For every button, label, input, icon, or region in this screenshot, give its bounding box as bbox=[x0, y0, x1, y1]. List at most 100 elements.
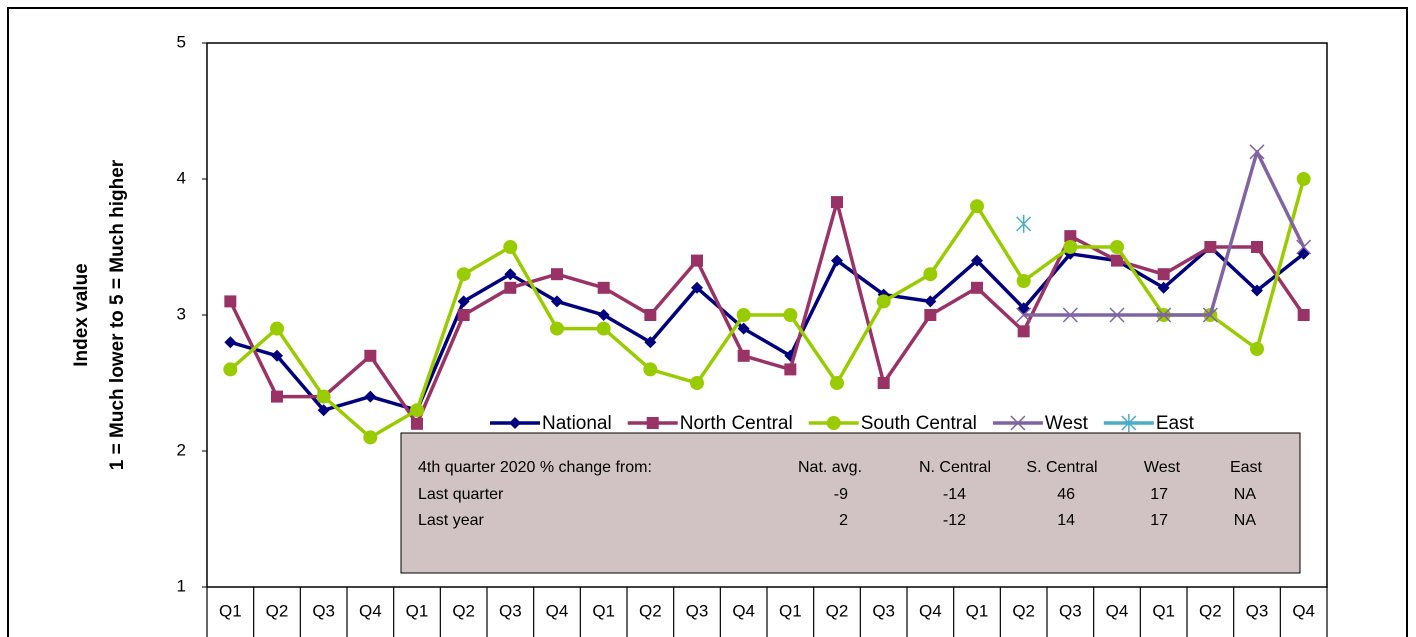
x-tick-label: Q2 bbox=[1199, 601, 1222, 620]
marker bbox=[1251, 241, 1263, 253]
marker bbox=[316, 389, 331, 404]
table-cell: -9 bbox=[834, 486, 848, 503]
x-tick-label: Q1 bbox=[966, 601, 989, 620]
marker bbox=[271, 390, 283, 403]
marker bbox=[1062, 307, 1078, 323]
marker bbox=[1121, 414, 1137, 432]
marker bbox=[1156, 307, 1172, 323]
table-cell: 2 bbox=[839, 512, 848, 529]
marker bbox=[317, 404, 330, 417]
marker bbox=[1204, 241, 1217, 253]
table-cell: 17 bbox=[1150, 512, 1168, 529]
marker bbox=[1016, 274, 1031, 288]
marker bbox=[597, 309, 610, 321]
marker bbox=[1111, 254, 1123, 267]
marker bbox=[877, 377, 890, 389]
x-tick-label: Q4 bbox=[732, 601, 755, 620]
marker bbox=[1296, 239, 1312, 255]
marker bbox=[644, 336, 657, 349]
table-cell: 46 bbox=[1057, 486, 1075, 503]
series-line bbox=[228, 200, 1306, 426]
marker bbox=[736, 308, 751, 322]
marker bbox=[550, 321, 564, 336]
y-tick-label: 4 bbox=[177, 168, 186, 187]
marker bbox=[830, 376, 844, 390]
marker bbox=[737, 349, 750, 362]
marker bbox=[596, 321, 611, 336]
marker bbox=[1016, 214, 1032, 233]
marker bbox=[1296, 172, 1311, 186]
marker bbox=[1297, 309, 1310, 321]
marker bbox=[971, 254, 983, 267]
legend-label: North Central bbox=[680, 413, 793, 434]
marker bbox=[644, 309, 657, 321]
y-tick-label: 5 bbox=[177, 32, 186, 51]
x-tick-label: Q4 bbox=[1292, 601, 1315, 620]
x-tick-label: Q4 bbox=[546, 601, 569, 620]
marker bbox=[690, 376, 704, 390]
marker bbox=[456, 267, 471, 282]
x-tick-label: Q1 bbox=[1152, 601, 1175, 620]
table-cell: 14 bbox=[1057, 512, 1075, 529]
table-header: 4th quarter 2020 % change from: bbox=[418, 459, 652, 476]
table-cell: Last quarter bbox=[418, 486, 504, 503]
legend-label: South Central bbox=[861, 413, 977, 434]
x-tick-label: Q3 bbox=[1059, 601, 1082, 620]
marker bbox=[224, 336, 237, 349]
table-header: West bbox=[1144, 459, 1181, 476]
marker bbox=[784, 363, 797, 376]
marker bbox=[646, 417, 659, 429]
marker bbox=[504, 281, 517, 294]
x-tick-label: Q1 bbox=[779, 601, 802, 620]
x-tick-label: Q3 bbox=[872, 601, 895, 620]
marker bbox=[1109, 307, 1125, 323]
marker bbox=[503, 240, 518, 254]
x-tick-label: Q1 bbox=[406, 601, 429, 620]
marker bbox=[597, 281, 610, 294]
marker bbox=[457, 295, 470, 308]
table-header: East bbox=[1230, 459, 1263, 476]
table-cell: NA bbox=[1234, 512, 1257, 529]
table-cell: Last year bbox=[418, 512, 484, 529]
x-tick-label: Q1 bbox=[592, 601, 615, 620]
table-cell: 17 bbox=[1150, 486, 1168, 503]
marker bbox=[1250, 342, 1264, 356]
marker bbox=[1017, 325, 1030, 338]
marker bbox=[1157, 268, 1170, 281]
x-tick-label: Q4 bbox=[919, 601, 942, 620]
marker bbox=[1202, 307, 1218, 323]
table-header: S. Central bbox=[1026, 459, 1097, 476]
y-tick-label: 3 bbox=[177, 304, 186, 323]
marker bbox=[1157, 281, 1170, 294]
marker bbox=[924, 309, 937, 321]
x-tick-label: Q3 bbox=[1246, 601, 1269, 620]
frame bbox=[7, 7, 1408, 637]
marker bbox=[971, 281, 983, 294]
series-line bbox=[229, 178, 1306, 440]
marker bbox=[1010, 415, 1026, 431]
marker bbox=[224, 295, 237, 308]
marker bbox=[1064, 230, 1077, 243]
marker bbox=[643, 362, 658, 377]
x-tick-label: Q4 bbox=[1106, 601, 1129, 620]
y-axis-label: 1 = Much lower to 5 = Much higher bbox=[107, 159, 128, 470]
table-header: N. Central bbox=[919, 459, 991, 476]
x-tick-label: Q3 bbox=[312, 601, 335, 620]
x-tick-label: Q2 bbox=[266, 601, 289, 620]
marker bbox=[509, 417, 521, 429]
legend-label: National bbox=[542, 413, 612, 434]
y-tick-label: 2 bbox=[177, 440, 186, 459]
marker bbox=[364, 390, 377, 403]
y-tick-label: 1 bbox=[177, 576, 186, 595]
marker bbox=[457, 309, 470, 321]
marker bbox=[363, 430, 378, 445]
table-cell: NA bbox=[1234, 486, 1257, 503]
marker bbox=[923, 267, 938, 282]
marker bbox=[1251, 284, 1263, 297]
marker bbox=[831, 254, 843, 267]
x-tick-label: Q3 bbox=[686, 601, 709, 620]
marker bbox=[1063, 240, 1078, 254]
marker bbox=[223, 362, 238, 377]
x-tick-label: Q2 bbox=[1012, 601, 1035, 620]
marker bbox=[1016, 307, 1032, 323]
